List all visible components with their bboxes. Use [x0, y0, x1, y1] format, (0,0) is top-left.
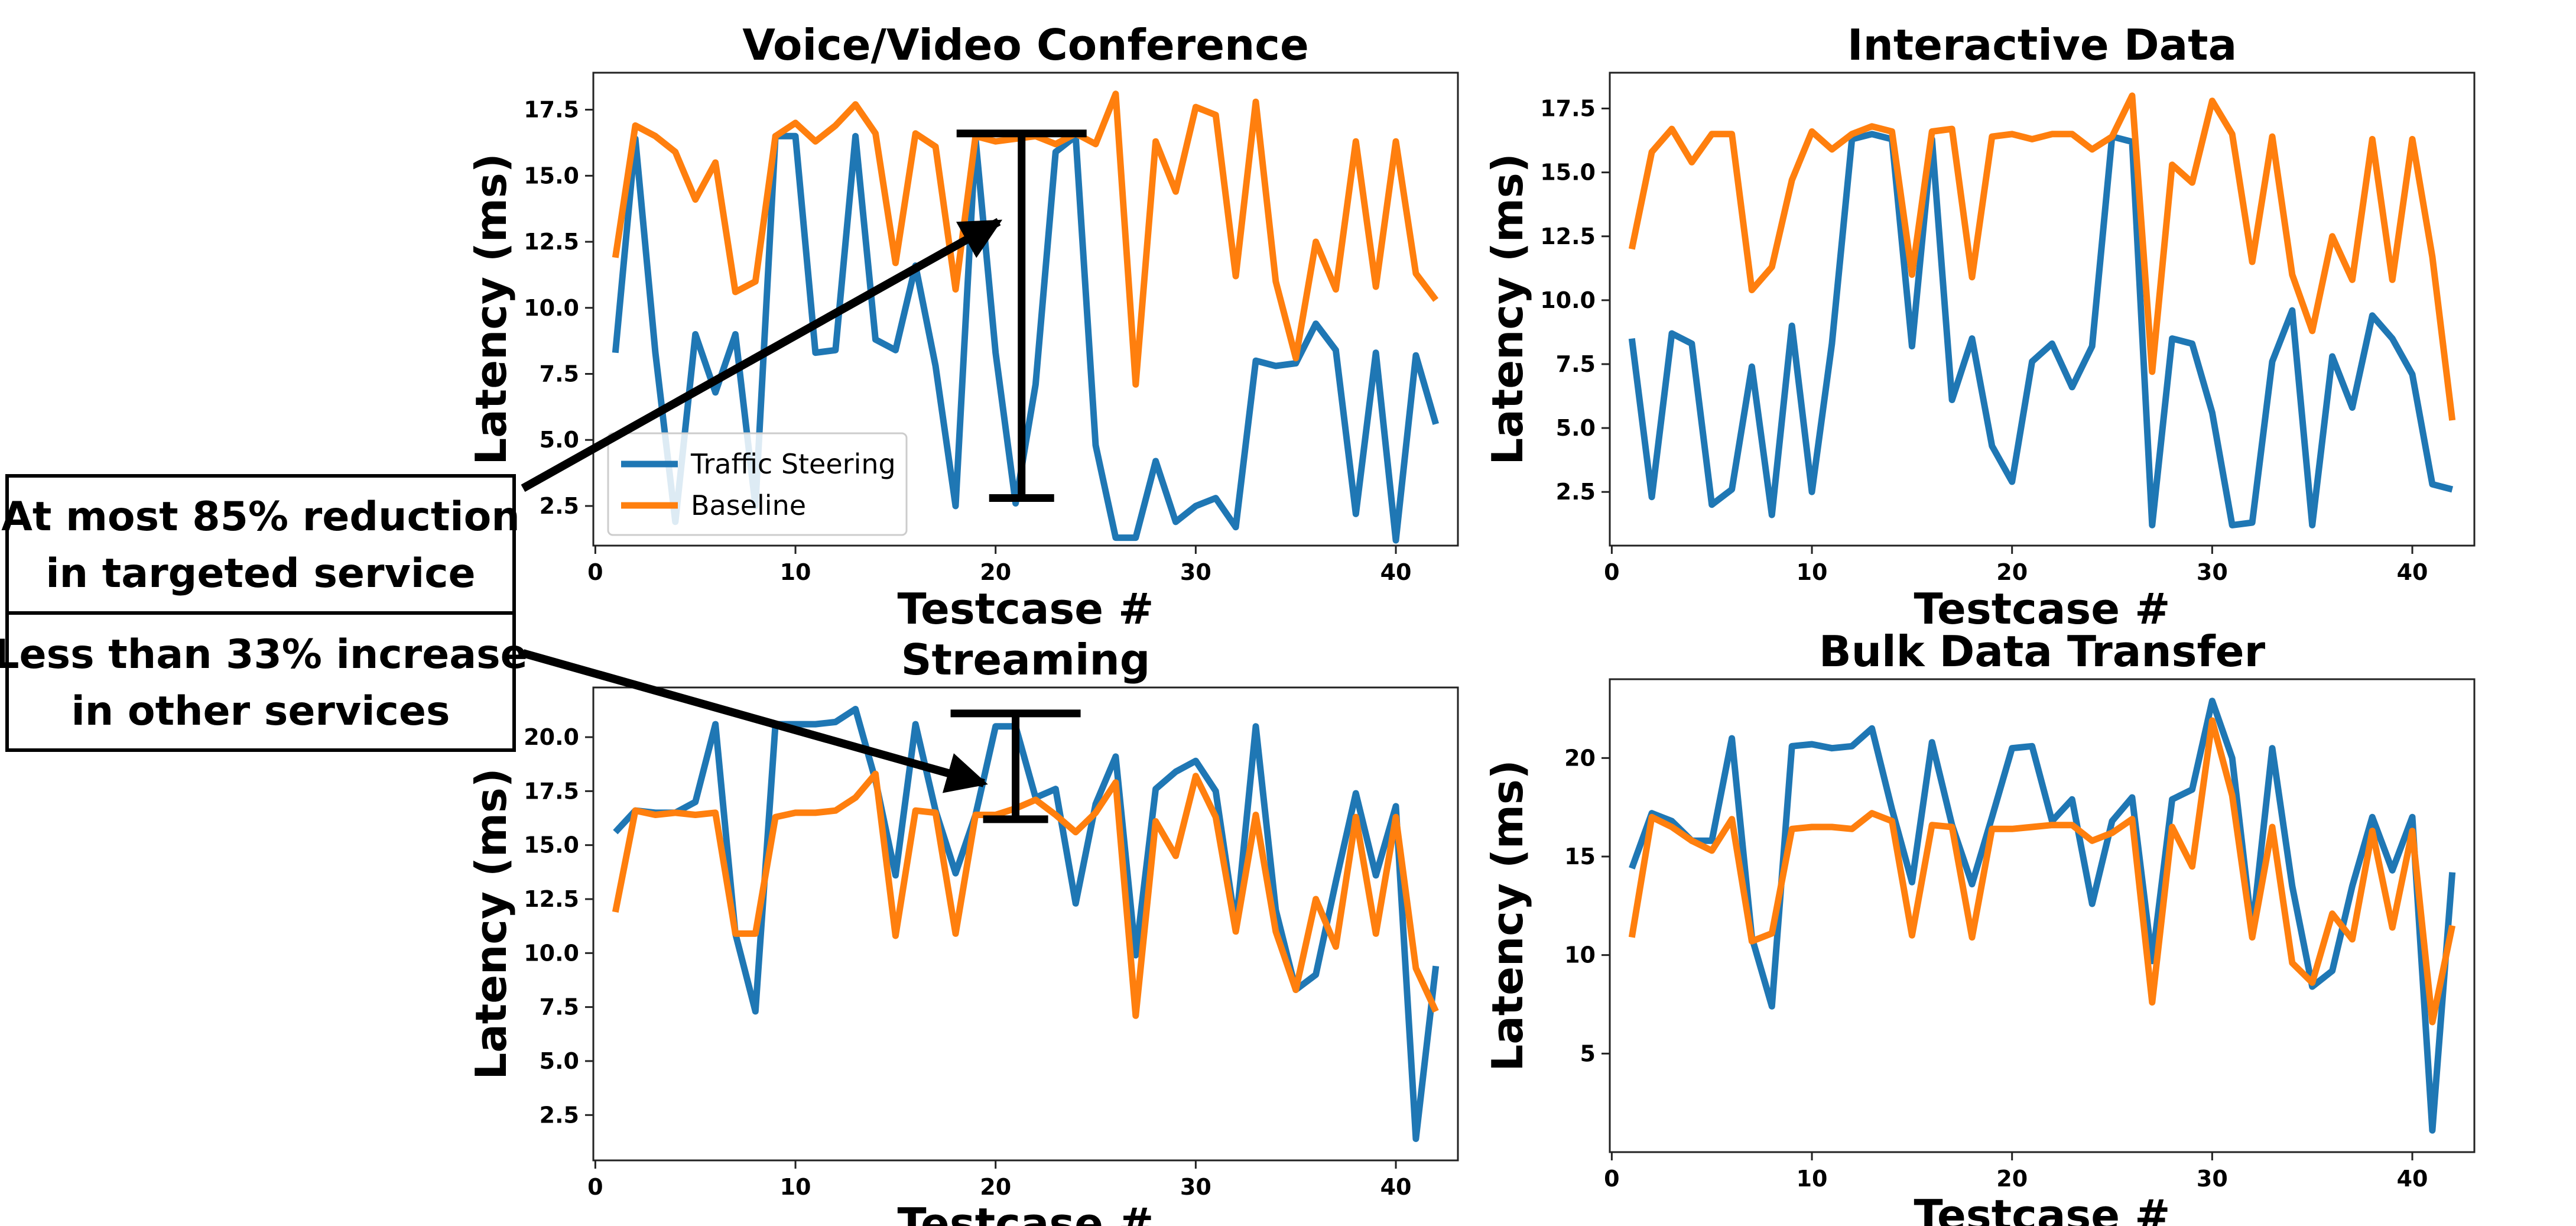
- callout-bottom-line2: in other services: [71, 688, 450, 735]
- legend-label-traffic-steering: Traffic Steering: [690, 448, 896, 480]
- x-tick-label: 10: [780, 559, 811, 585]
- x-axis-label: Testcase #: [1914, 1191, 2170, 1226]
- panel-voice-video-conference: Voice/Video Conference 0 10 20 30 40 2.5 5.0 7.5…: [466, 20, 1459, 634]
- y-axis-label: Latency (ms): [466, 153, 516, 465]
- y-tick-label: 17.5: [524, 97, 579, 123]
- x-tick-label: 10: [1797, 559, 1828, 585]
- y-axis-label: Latency (ms): [1483, 760, 1532, 1071]
- x-tick-label: 20: [980, 559, 1011, 585]
- x-tick-label: 40: [1380, 559, 1412, 585]
- axes-frame: [592, 72, 1459, 547]
- y-tick-label: 15.0: [524, 163, 579, 189]
- y-tick-label: 10: [1564, 942, 1596, 968]
- y-tick-label: 12.5: [524, 229, 579, 255]
- legend-label-baseline: Baseline: [691, 489, 806, 521]
- y-tick-label: 15.0: [1540, 160, 1596, 186]
- series-line-traffic-steering: [1629, 698, 2456, 1134]
- x-tick-label: 10: [780, 1174, 811, 1200]
- series-line-baseline: [1628, 717, 2456, 1026]
- chart-title: Bulk Data Transfer: [1819, 627, 2266, 676]
- y-tick-label: 7.5: [540, 361, 579, 387]
- range-bar-streaming: [950, 709, 1081, 823]
- y-tick-label: 10.0: [524, 940, 579, 966]
- y-axis-label: Latency (ms): [1483, 153, 1532, 465]
- series-group: [1628, 92, 2456, 528]
- panel-interactive-data: Interactive Data 0 10 20 30 40 2.5 5.0 7.5 10.0 12…: [1483, 20, 2476, 634]
- chart-title: Interactive Data: [1847, 20, 2237, 70]
- x-tick-label: 20: [980, 1174, 1011, 1200]
- chart-title: Streaming: [901, 635, 1151, 685]
- x-tick-label: 0: [587, 559, 603, 585]
- callout-bottom-line1: Less than 33% increase: [0, 631, 528, 678]
- series-line-baseline: [1628, 92, 2456, 421]
- axes-frame: [1609, 678, 2476, 1153]
- x-tick-label: 40: [2397, 559, 2428, 585]
- y-tick-label: 5.0: [1556, 415, 1596, 441]
- x-tick-label: 20: [1996, 1166, 2028, 1192]
- y-tick-label: 12.5: [1540, 223, 1596, 249]
- y-tick-label: 5.0: [540, 1048, 579, 1074]
- x-tick-label: 30: [2197, 1166, 2228, 1192]
- series-group: [1628, 698, 2456, 1134]
- series-line-baseline: [612, 770, 1439, 1019]
- x-axis-label: Testcase #: [897, 584, 1154, 634]
- y-tick-label: 10.0: [1540, 287, 1596, 313]
- y-tick-label: 20.0: [524, 724, 579, 750]
- legend-frame: [607, 432, 908, 536]
- x-tick-label: 30: [1180, 559, 1211, 585]
- y-tick-label: 2.5: [1556, 479, 1596, 505]
- y-tick-label: 15.0: [524, 832, 579, 858]
- axes-frame: [592, 686, 1459, 1162]
- arrow-to-streaming-range: [522, 649, 988, 793]
- callout-top-line2: in targeted service: [46, 550, 475, 597]
- y-tick-label: 7.5: [540, 994, 579, 1020]
- x-tick-label: 0: [587, 1174, 603, 1200]
- series-group: [612, 706, 1440, 1142]
- x-tick-label: 10: [1797, 1166, 1828, 1192]
- x-tick-label: 40: [1380, 1174, 1412, 1200]
- y-axis-label: Latency (ms): [466, 768, 516, 1079]
- y-tick-label: 5: [1580, 1040, 1596, 1066]
- callout-bottom-box: [5, 611, 516, 752]
- y-tick-label: 20: [1564, 745, 1596, 771]
- x-tick-label: 40: [2397, 1166, 2428, 1192]
- axes-frame: [1609, 72, 2476, 547]
- y-tick-label: 15: [1564, 844, 1596, 870]
- series-line-traffic-steering: [1628, 131, 2454, 528]
- y-tick-label: 2.5: [540, 1102, 579, 1128]
- legend: Traffic Steering Baseline: [607, 432, 908, 536]
- range-bar-conference: [956, 129, 1087, 502]
- series-line-baseline: [612, 90, 1439, 388]
- x-tick-label: 0: [1604, 559, 1619, 585]
- callout-top-line1: At most 85% reduction: [1, 494, 519, 540]
- chart-title: Voice/Video Conference: [742, 20, 1309, 70]
- panel-streaming: Streaming 0 10 20 30 40 2.5 5.0 7.5 10.0 12.5 15.0 1…: [466, 635, 1459, 1226]
- arrow-to-conference-range: [521, 218, 1003, 492]
- y-tick-label: 7.5: [1556, 351, 1596, 377]
- y-tick-label: 17.5: [1540, 96, 1596, 122]
- x-tick-label: 30: [1180, 1174, 1211, 1200]
- annotation-marks: [950, 129, 1087, 823]
- y-tick-label: 5.0: [540, 427, 579, 453]
- y-tick-label: 10.0: [524, 295, 579, 321]
- callout-top-box: [5, 474, 516, 615]
- y-tick-label: 12.5: [524, 886, 579, 912]
- y-tick-label: 2.5: [540, 493, 579, 519]
- callout-top: At most 85% reduction in targeted servic…: [1, 474, 520, 615]
- y-tick-label: 17.5: [524, 778, 579, 804]
- x-axis-label: Testcase #: [897, 1199, 1154, 1226]
- x-axis-label: Testcase #: [1914, 584, 2170, 634]
- x-tick-label: 20: [1996, 559, 2028, 585]
- callout-bottom: Less than 33% increase in other services: [0, 611, 528, 752]
- x-tick-label: 0: [1604, 1166, 1619, 1192]
- x-tick-label: 30: [2197, 559, 2228, 585]
